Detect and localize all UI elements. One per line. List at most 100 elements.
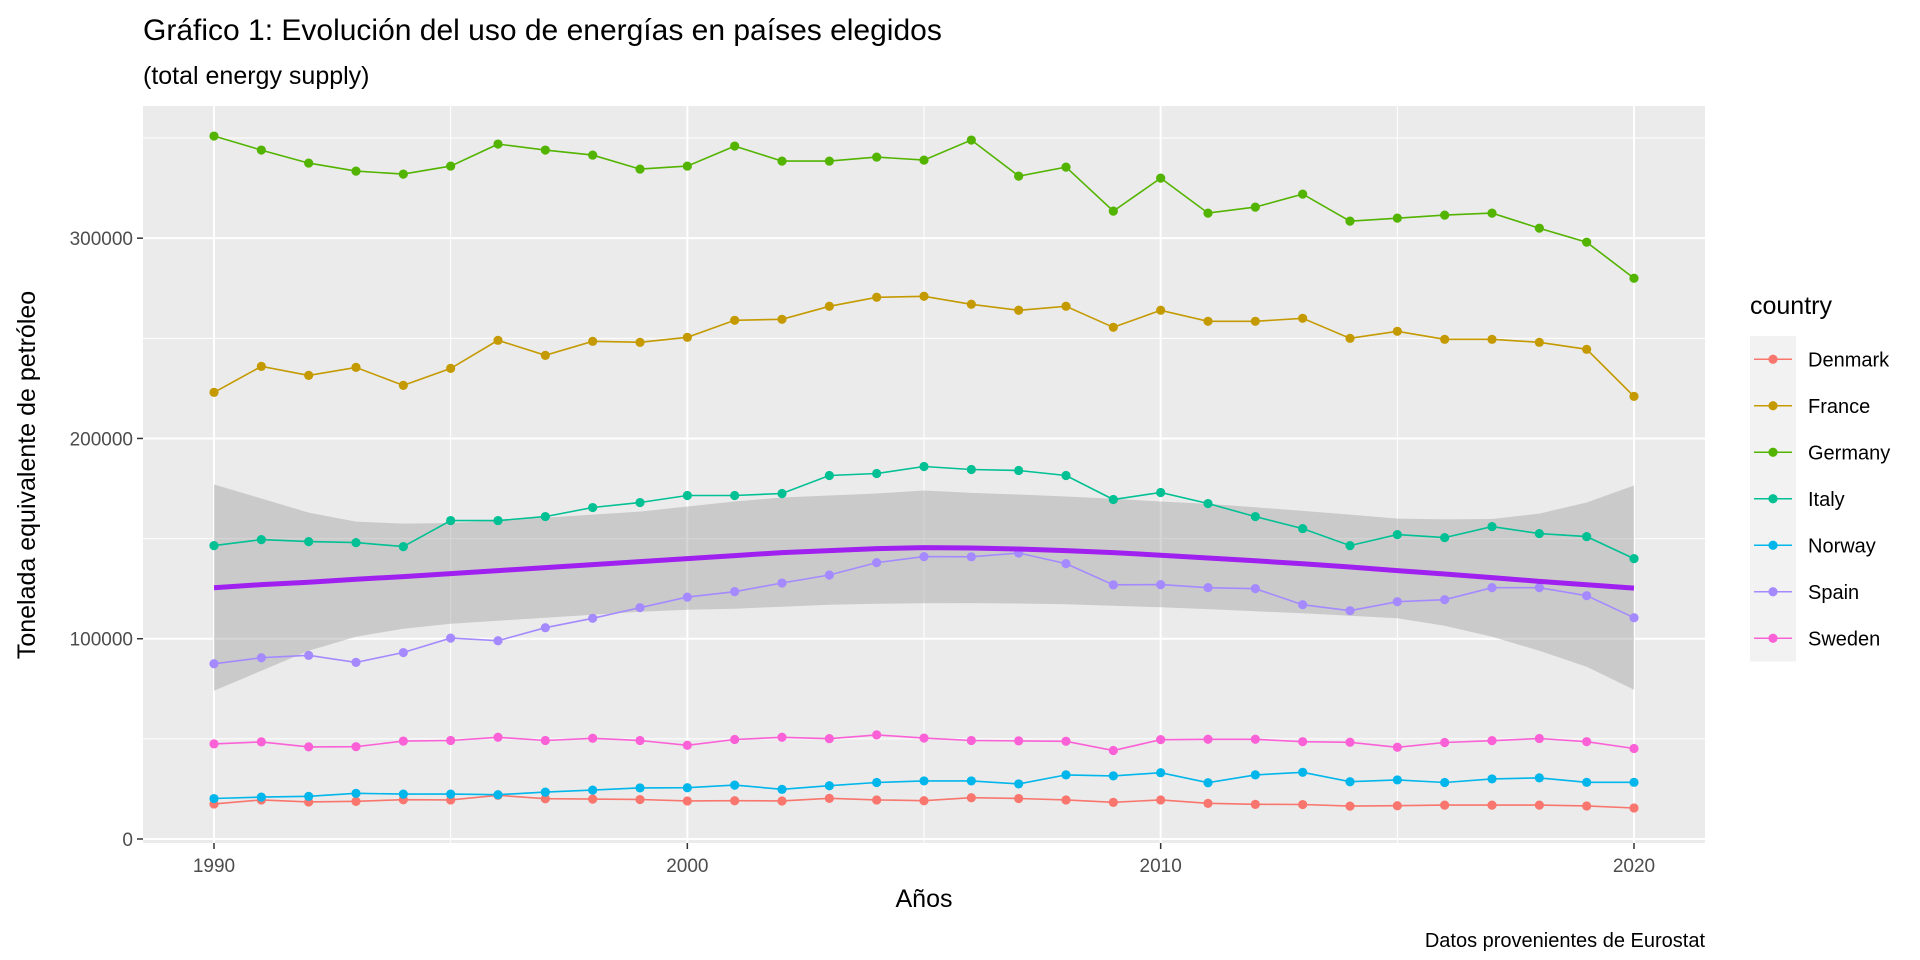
- data-point-norway: [1250, 770, 1260, 780]
- data-point-norway: [1108, 771, 1118, 781]
- data-point-spain: [1440, 595, 1450, 605]
- data-point-germany: [1392, 213, 1402, 223]
- confidence-band: [214, 484, 1634, 691]
- data-point-germany: [446, 161, 456, 171]
- data-point-norway: [872, 777, 882, 788]
- data-point-norway: [256, 792, 266, 802]
- data-point-spain: [1629, 613, 1639, 623]
- data-point-sweden: [919, 733, 929, 743]
- data-point-spain: [1250, 584, 1260, 594]
- data-point-germany: [1298, 189, 1308, 199]
- data-point-sweden: [730, 734, 740, 745]
- data-point-france: [919, 291, 929, 301]
- x-axis-title: Años: [896, 885, 953, 913]
- data-point-germany: [398, 169, 408, 179]
- data-point-italy: [1440, 532, 1450, 543]
- data-point-italy: [1203, 498, 1213, 509]
- legend-label: Italy: [1808, 489, 1845, 511]
- data-point-sweden: [209, 739, 219, 749]
- data-point-france: [256, 361, 266, 371]
- legend-title: country: [1750, 292, 1832, 320]
- data-point-norway: [1298, 767, 1308, 777]
- data-point-spain: [777, 578, 787, 588]
- data-point-italy: [446, 515, 456, 526]
- data-point-france: [351, 362, 361, 372]
- data-point-germany: [1487, 208, 1497, 218]
- data-point-spain: [256, 653, 266, 663]
- y-tick-label: 200000: [70, 429, 133, 450]
- data-point-germany: [1345, 216, 1355, 226]
- data-point-sweden: [304, 742, 314, 752]
- data-point-sweden: [872, 730, 882, 740]
- data-point-sweden: [824, 734, 834, 744]
- data-point-germany: [1250, 202, 1260, 212]
- legend-label: Denmark: [1808, 349, 1890, 371]
- data-point-sweden: [540, 735, 550, 746]
- data-point-germany: [777, 156, 787, 166]
- data-point-denmark: [1629, 803, 1639, 813]
- data-point-spain: [1487, 583, 1497, 593]
- data-point-italy: [1629, 554, 1639, 564]
- data-point-norway: [682, 783, 692, 793]
- legend-label: Germany: [1808, 442, 1890, 464]
- data-point-germany: [493, 139, 503, 149]
- data-point-spain: [398, 647, 408, 658]
- data-point-denmark: [966, 793, 976, 803]
- x-tick-label: 2010: [1140, 856, 1182, 877]
- data-point-sweden: [1014, 736, 1024, 746]
- legend-key-point: [1768, 401, 1778, 411]
- data-point-italy: [966, 464, 976, 475]
- data-point-france: [304, 370, 314, 380]
- data-point-italy: [824, 470, 834, 481]
- data-point-norway: [398, 789, 408, 799]
- data-point-norway: [635, 783, 645, 793]
- legend-key-point: [1768, 587, 1778, 597]
- data-point-france: [493, 335, 503, 345]
- smooth-confidence-band: [214, 484, 1634, 691]
- data-point-france: [446, 363, 456, 373]
- legend-item-france: France: [1754, 396, 1870, 418]
- data-point-germany: [730, 141, 740, 151]
- data-point-sweden: [256, 737, 266, 747]
- data-point-norway: [1582, 777, 1592, 787]
- axes: 1990 2000 2010 2020 0 100000 200000 300000: [70, 229, 1656, 877]
- data-point-italy: [588, 502, 598, 513]
- data-point-spain: [540, 623, 550, 633]
- data-point-italy: [540, 511, 550, 522]
- x-tick-label: 2020: [1613, 856, 1655, 877]
- data-point-norway: [304, 791, 314, 801]
- data-point-france: [398, 380, 408, 390]
- data-point-spain: [635, 603, 645, 613]
- data-point-denmark: [919, 796, 929, 806]
- data-point-germany: [1582, 237, 1592, 247]
- data-point-germany: [1014, 171, 1024, 181]
- data-point-sweden: [1345, 737, 1355, 747]
- data-point-sweden: [1487, 736, 1497, 746]
- series-italy: [209, 461, 1639, 564]
- data-point-germany: [351, 166, 361, 176]
- data-point-norway: [588, 785, 598, 795]
- data-point-germany: [256, 145, 266, 155]
- data-point-italy: [304, 536, 314, 547]
- x-tick-label: 1990: [193, 856, 235, 877]
- data-point-sweden: [1582, 737, 1592, 747]
- data-point-italy: [209, 540, 219, 551]
- data-point-italy: [493, 515, 503, 526]
- data-point-italy: [1298, 523, 1308, 534]
- data-point-norway: [1345, 777, 1355, 787]
- data-point-norway: [1392, 775, 1402, 785]
- legend-key-point: [1768, 354, 1778, 364]
- legend-key-point: [1768, 633, 1778, 643]
- data-point-norway: [919, 776, 929, 786]
- x-tick-label: 2000: [666, 856, 708, 877]
- data-point-france: [777, 314, 787, 324]
- data-point-france: [540, 350, 550, 360]
- data-point-norway: [540, 787, 550, 797]
- data-point-spain: [1345, 606, 1355, 616]
- legend-item-italy: Italy: [1754, 489, 1845, 511]
- data-point-germany: [824, 156, 834, 166]
- data-point-spain: [1203, 583, 1213, 593]
- data-point-denmark: [1298, 799, 1308, 810]
- data-point-denmark: [1203, 798, 1213, 808]
- data-point-france: [1014, 305, 1024, 315]
